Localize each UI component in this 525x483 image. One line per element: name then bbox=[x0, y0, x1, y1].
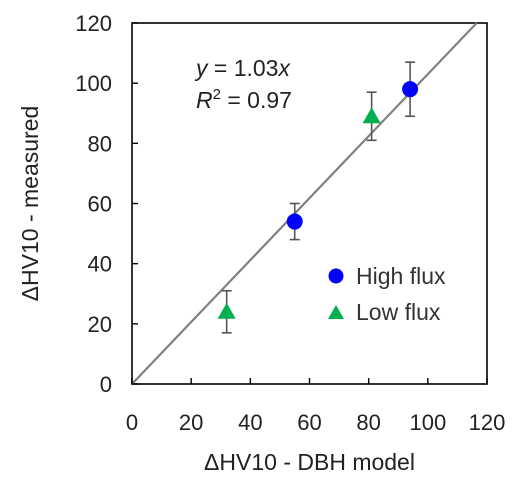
legend-marker-high-flux bbox=[328, 268, 344, 284]
r2-superscript: 2 bbox=[213, 86, 221, 103]
data-points bbox=[217, 81, 419, 319]
x-tick-label: 20 bbox=[179, 410, 203, 435]
x-tick-label: 100 bbox=[409, 410, 446, 435]
r2-value: = 0.97 bbox=[221, 87, 292, 113]
legend-marker-low-flux bbox=[328, 305, 344, 319]
plot-area bbox=[131, 22, 488, 385]
data-point-circle bbox=[286, 213, 303, 230]
r2-symbol: R bbox=[196, 87, 213, 113]
data-point-circle bbox=[402, 81, 419, 98]
y-tick-label: 120 bbox=[75, 11, 112, 36]
legend-label-low-flux: Low flux bbox=[356, 299, 441, 325]
legend-label-high-flux: High flux bbox=[356, 263, 446, 289]
fit-equation: y = 1.03x bbox=[194, 55, 291, 81]
x-tick-label: 80 bbox=[356, 410, 380, 435]
data-point-triangle bbox=[217, 302, 236, 319]
x-tick-label: 60 bbox=[297, 410, 321, 435]
y-tick-label: 80 bbox=[88, 131, 112, 156]
x-tick-label: 120 bbox=[469, 410, 506, 435]
data-point-triangle bbox=[362, 107, 381, 124]
fit-line bbox=[131, 22, 478, 385]
x-tick-label: 40 bbox=[238, 410, 262, 435]
y-tick-label: 40 bbox=[88, 252, 112, 277]
eq-slope: = 1.03 bbox=[208, 55, 279, 81]
y-tick-label: 0 bbox=[100, 372, 112, 397]
y-tick-label: 60 bbox=[88, 192, 112, 217]
x-axis: 0 20 40 60 80 100 120 bbox=[126, 378, 505, 435]
y-axis: 0 20 40 60 80 100 120 bbox=[75, 11, 138, 397]
y-tick-label: 100 bbox=[75, 71, 112, 96]
y-tick-label: 20 bbox=[88, 312, 112, 337]
x-tick-label: 0 bbox=[126, 410, 138, 435]
x-axis-title: ΔHV10 - DBH model bbox=[204, 449, 415, 475]
r-squared: R2 = 0.97 bbox=[196, 86, 292, 113]
eq-x: x bbox=[277, 55, 291, 81]
eq-y: y bbox=[194, 55, 209, 81]
y-axis-title: ΔHV10 - measured bbox=[17, 106, 43, 302]
legend: High flux Low flux bbox=[328, 263, 446, 325]
